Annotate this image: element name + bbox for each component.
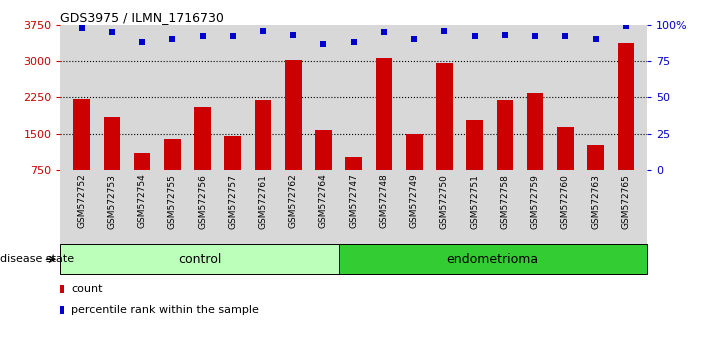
Bar bbox=[375, 58, 392, 170]
Bar bbox=[587, 145, 604, 170]
Text: GSM572747: GSM572747 bbox=[349, 174, 358, 228]
Text: GSM572757: GSM572757 bbox=[228, 174, 237, 229]
Text: GSM572758: GSM572758 bbox=[501, 174, 509, 229]
Point bbox=[439, 28, 450, 33]
Point bbox=[499, 32, 510, 38]
Text: GDS3975 / ILMN_1716730: GDS3975 / ILMN_1716730 bbox=[60, 11, 224, 24]
Bar bbox=[618, 43, 634, 170]
Bar bbox=[134, 153, 151, 170]
Point bbox=[197, 34, 208, 39]
Bar bbox=[557, 127, 574, 170]
Point bbox=[620, 23, 631, 29]
Bar bbox=[73, 99, 90, 170]
Text: GSM572760: GSM572760 bbox=[561, 174, 570, 229]
Text: GSM572753: GSM572753 bbox=[107, 174, 117, 229]
Text: GSM572759: GSM572759 bbox=[530, 174, 540, 229]
Text: endometrioma: endometrioma bbox=[447, 253, 539, 266]
Point bbox=[287, 32, 299, 38]
Bar bbox=[285, 60, 301, 170]
Text: GSM572761: GSM572761 bbox=[259, 174, 267, 229]
Point bbox=[469, 34, 481, 39]
Bar bbox=[164, 139, 181, 170]
Point bbox=[530, 34, 541, 39]
Text: GSM572756: GSM572756 bbox=[198, 174, 207, 229]
Bar bbox=[255, 100, 272, 170]
Point bbox=[227, 34, 238, 39]
Point bbox=[106, 29, 117, 35]
Bar bbox=[496, 100, 513, 170]
Bar bbox=[406, 134, 422, 170]
Point bbox=[378, 29, 390, 35]
Point bbox=[137, 39, 148, 45]
Point bbox=[257, 28, 269, 33]
Bar bbox=[60, 244, 338, 274]
Point bbox=[232, 7, 244, 12]
Text: GSM572749: GSM572749 bbox=[410, 174, 419, 228]
Text: GSM572750: GSM572750 bbox=[440, 174, 449, 229]
Point bbox=[590, 36, 602, 42]
Text: percentile rank within the sample: percentile rank within the sample bbox=[71, 305, 259, 315]
Point bbox=[348, 39, 360, 45]
Text: count: count bbox=[71, 284, 102, 293]
Text: GSM572762: GSM572762 bbox=[289, 174, 298, 228]
Point bbox=[232, 200, 244, 205]
Point bbox=[76, 25, 87, 30]
Bar bbox=[194, 107, 211, 170]
Bar bbox=[346, 157, 362, 170]
Point bbox=[318, 41, 329, 46]
Bar bbox=[225, 136, 241, 170]
Point bbox=[409, 36, 420, 42]
Bar bbox=[436, 63, 453, 170]
Text: GSM572765: GSM572765 bbox=[621, 174, 631, 229]
Bar bbox=[338, 244, 647, 274]
Text: GSM572764: GSM572764 bbox=[319, 174, 328, 228]
Point bbox=[560, 34, 571, 39]
Text: GSM572754: GSM572754 bbox=[137, 174, 146, 228]
Text: GSM572751: GSM572751 bbox=[470, 174, 479, 229]
Bar bbox=[527, 93, 543, 170]
Text: GSM572755: GSM572755 bbox=[168, 174, 177, 229]
Text: disease state: disease state bbox=[0, 254, 74, 264]
Text: GSM572748: GSM572748 bbox=[380, 174, 388, 228]
Text: GSM572752: GSM572752 bbox=[77, 174, 86, 228]
Point bbox=[166, 36, 178, 42]
Text: GSM572763: GSM572763 bbox=[591, 174, 600, 229]
Text: control: control bbox=[178, 253, 221, 266]
Bar bbox=[104, 117, 120, 170]
Bar bbox=[466, 120, 483, 170]
Bar bbox=[315, 130, 332, 170]
